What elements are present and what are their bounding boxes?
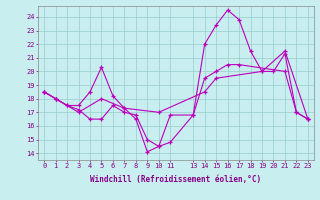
X-axis label: Windchill (Refroidissement éolien,°C): Windchill (Refroidissement éolien,°C) [91, 175, 261, 184]
